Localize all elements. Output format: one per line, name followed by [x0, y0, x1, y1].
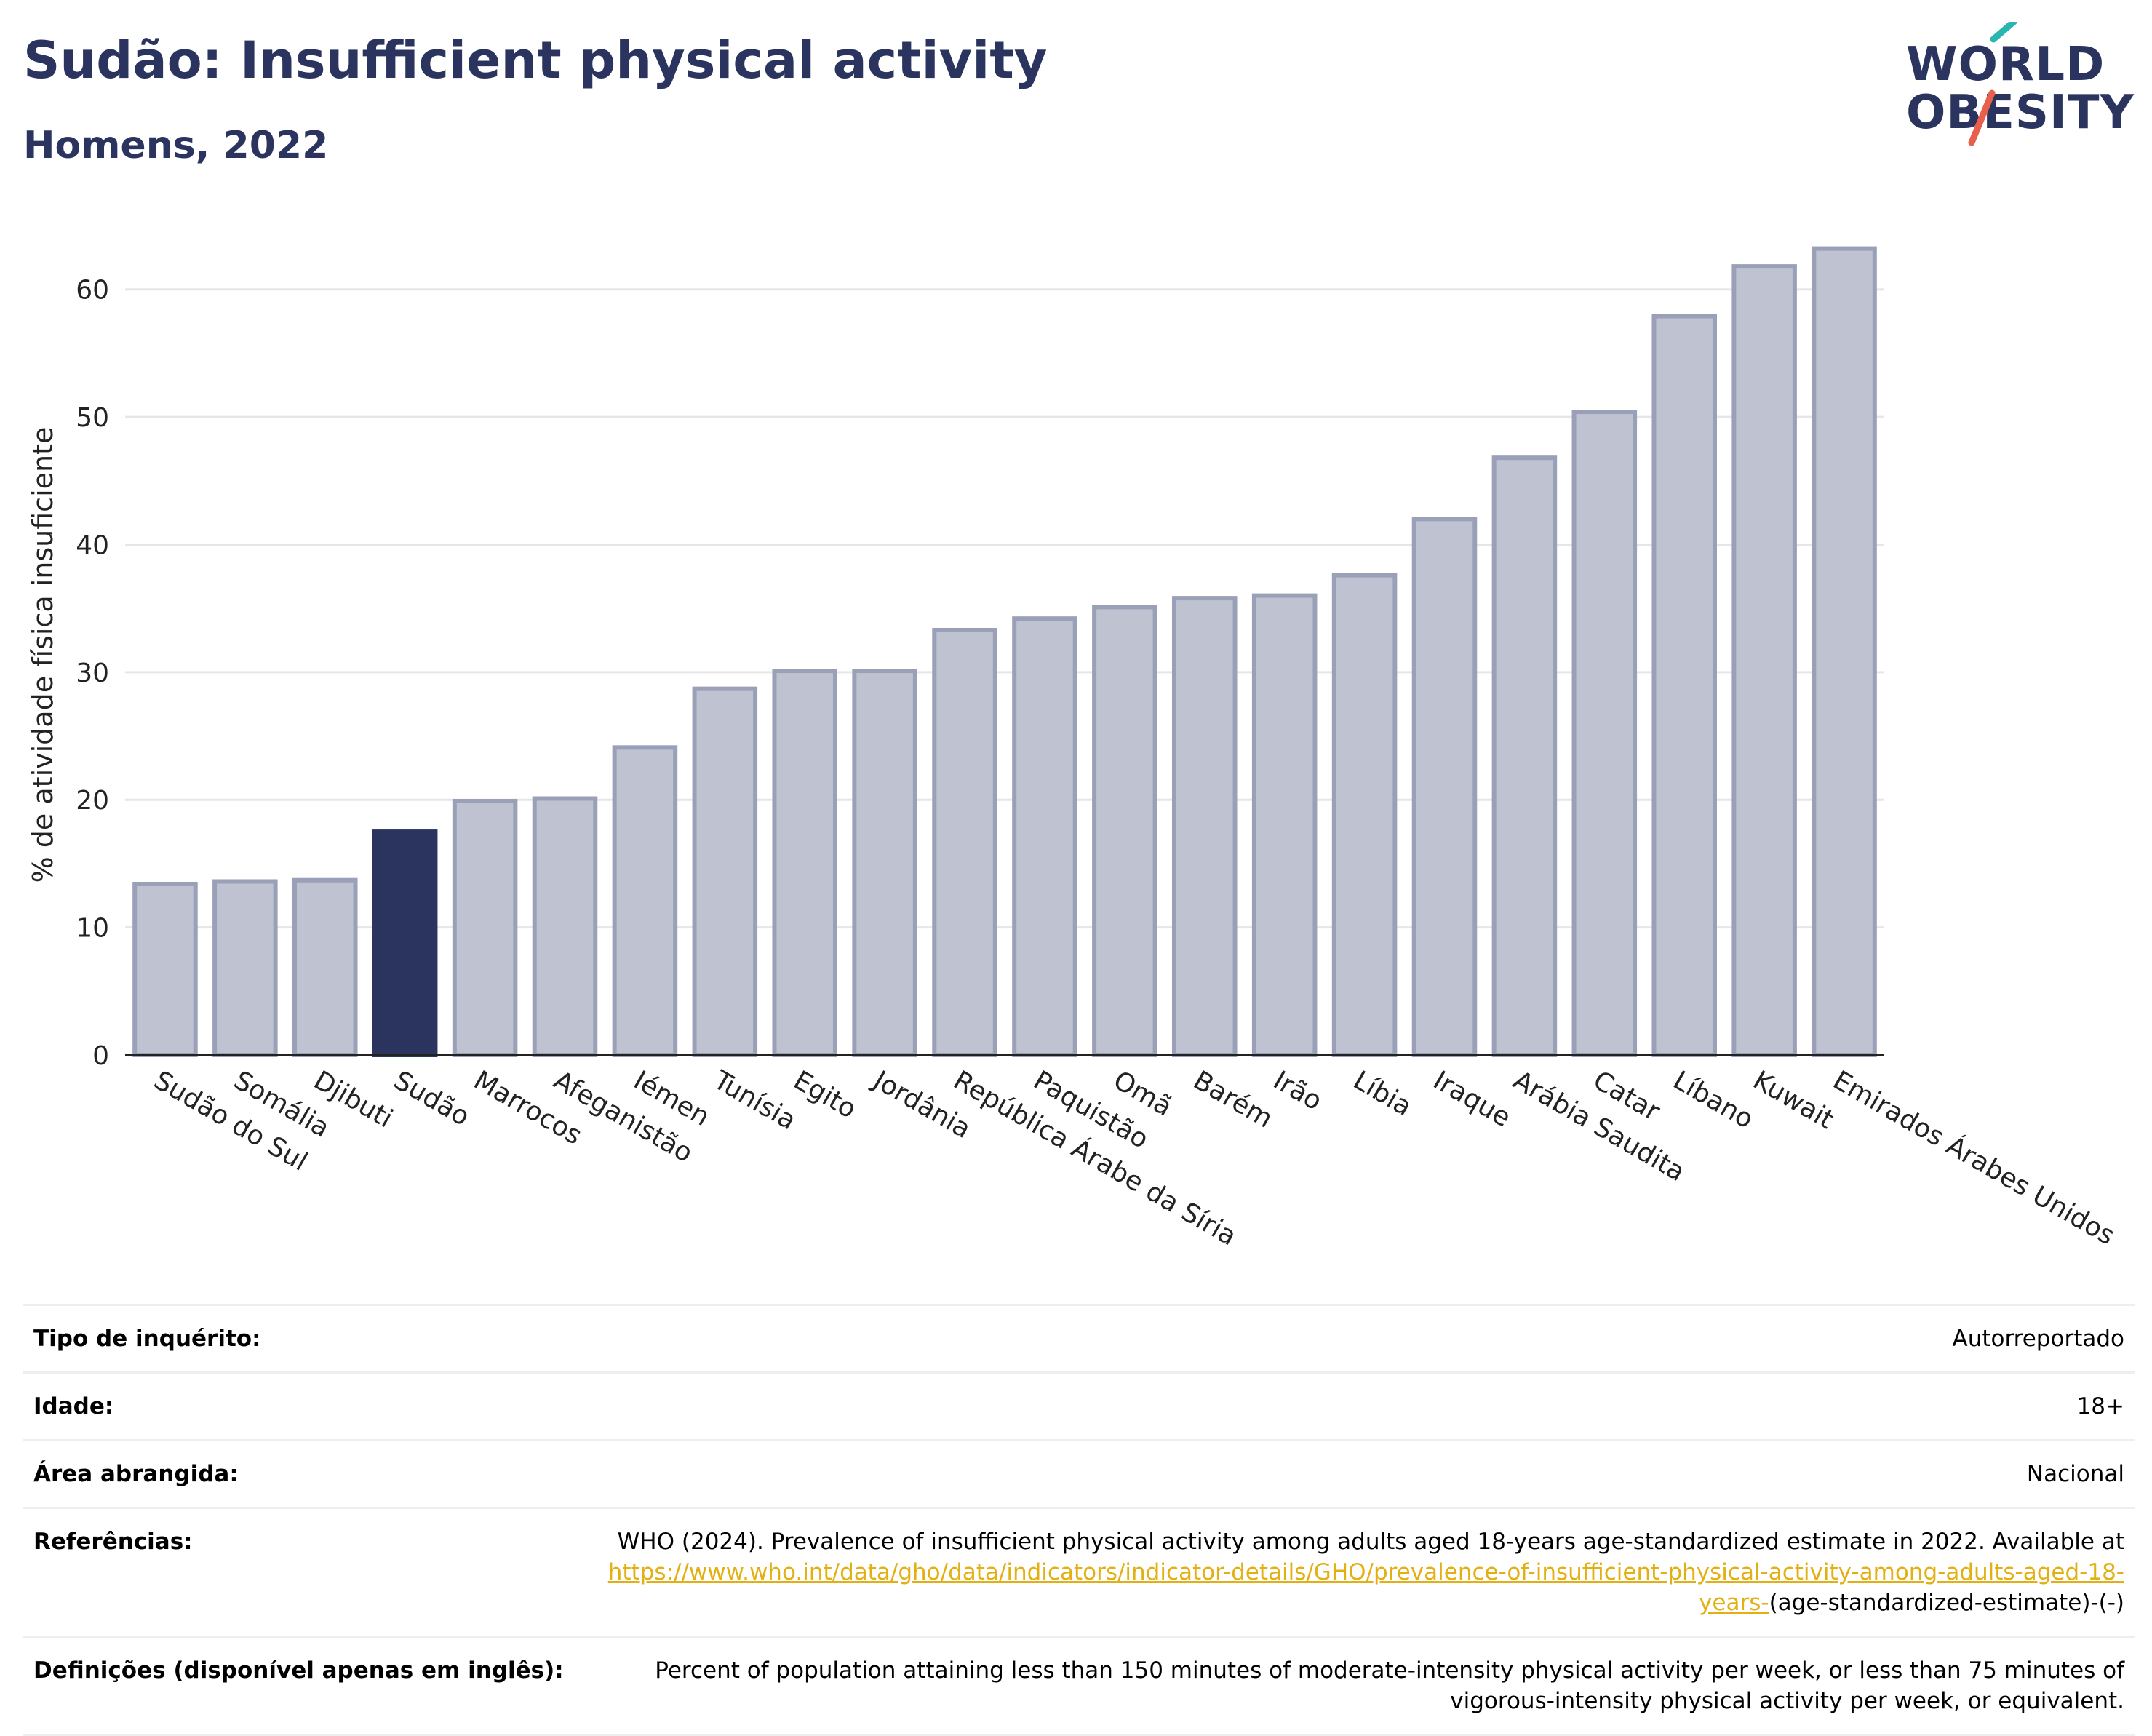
x-tick-label: Egito	[789, 1065, 861, 1124]
y-tick-label: 30	[76, 658, 109, 688]
x-tick-label: Barém	[1188, 1065, 1278, 1134]
y-tick-label: 0	[92, 1041, 109, 1071]
bar	[1731, 264, 1797, 1058]
meta-value: Percent of population attaining less tha…	[597, 1636, 2135, 1736]
bar	[1571, 410, 1638, 1057]
bar	[212, 879, 278, 1057]
page-subtitle: Homens, 2022	[23, 124, 329, 167]
bar	[1491, 455, 1558, 1057]
meta-label: Referências:	[23, 1507, 597, 1638]
bar	[1172, 596, 1238, 1057]
bar	[1251, 593, 1318, 1057]
meta-row-references: Referências: WHO (2024). Prevalence of in…	[23, 1507, 2135, 1638]
x-tick-label: Líbano	[1668, 1065, 1758, 1134]
bar	[692, 686, 758, 1058]
meta-row: Idade: 18+	[23, 1371, 2135, 1441]
bar	[932, 627, 997, 1057]
reference-suffix: (age-standardized-estimate)-(-)	[1769, 1590, 2124, 1616]
bar	[372, 829, 438, 1057]
bar	[132, 881, 198, 1057]
y-tick-label: 20	[76, 786, 109, 816]
reference-text: WHO (2024). Prevalence of insufficient p…	[617, 1529, 2124, 1555]
meta-row: Tipo de inquérito: Autorreportado	[23, 1304, 2135, 1374]
bar	[532, 796, 598, 1057]
meta-row-definitions: Definições (disponível apenas em inglês)…	[23, 1636, 2135, 1736]
bar	[1812, 246, 1877, 1058]
bar	[612, 745, 678, 1057]
bar	[852, 669, 917, 1057]
y-tick-label: 40	[76, 530, 109, 560]
meta-value: WHO (2024). Prevalence of insufficient p…	[597, 1507, 2135, 1638]
logo-line2: OBESITY	[1906, 86, 2135, 140]
meta-value: Nacional	[597, 1439, 2135, 1509]
bar	[1331, 573, 1398, 1057]
logo-line1: WORLD	[1906, 38, 2105, 92]
meta-label: Definições (disponível apenas em inglês)…	[23, 1636, 597, 1736]
bar	[1092, 605, 1157, 1057]
bar	[1012, 616, 1077, 1057]
bar	[1651, 314, 1717, 1057]
bar	[772, 669, 837, 1057]
x-tick-label: Kuwait	[1748, 1065, 1839, 1135]
meta-label: Idade:	[23, 1371, 597, 1441]
bar-chart: 0 10 20 30 40 50 60 % de atividade física insuf…	[27, 246, 2120, 1251]
bar	[292, 877, 358, 1057]
metadata-table: Tipo de inquérito: Autorreportado Idade: 18…	[23, 1304, 2135, 1736]
bar	[1411, 517, 1478, 1057]
world-obesity-logo[interactable]: WORLD OBESITY	[1906, 22, 2139, 153]
x-tick-label: Emirados Árabes Unidos	[1828, 1064, 2120, 1251]
page-title: Sudão: Insufficient physical activity	[23, 31, 1048, 90]
reference-link[interactable]: https://www.who.int/data/gho/data/indica…	[607, 1559, 2124, 1616]
x-tick-label: Líbia	[1348, 1065, 1416, 1122]
x-tick-label: Tunísia	[708, 1065, 801, 1136]
meta-row: Área abrangida: Nacional	[23, 1439, 2135, 1509]
y-tick-label: 10	[76, 914, 109, 944]
bar	[452, 798, 518, 1057]
y-tick-label: 60	[76, 276, 109, 306]
meta-label: Área abrangida:	[23, 1439, 597, 1509]
y-axis-title: % de atividade física insuficiente	[27, 427, 59, 883]
logo-slash-icon	[1968, 22, 2017, 146]
meta-label: Tipo de inquérito:	[23, 1304, 597, 1374]
x-tick-label: Sudão	[388, 1065, 474, 1132]
y-tick-label: 50	[76, 403, 109, 433]
x-tick-label: Iraque	[1428, 1065, 1515, 1133]
meta-value: Autorreportado	[597, 1304, 2135, 1374]
meta-value: 18+	[597, 1371, 2135, 1441]
